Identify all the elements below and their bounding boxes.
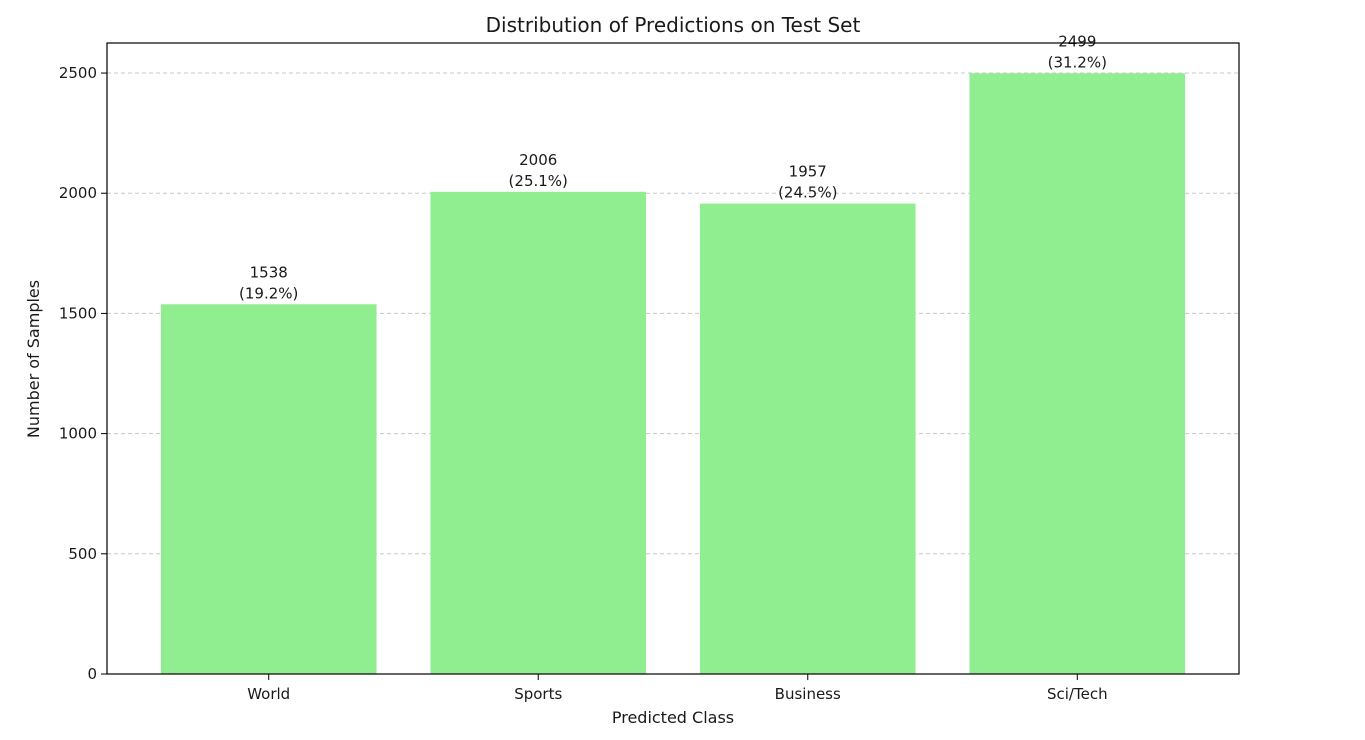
data-labels: 1538 (19.2%) 2006 (25.1%) 1957 (24.5%) 2499 (31… [239, 32, 1107, 302]
bar-business [699, 203, 916, 675]
data-label: 2499 (31.2%) [1048, 32, 1107, 71]
data-label-line: (24.5%) [778, 184, 837, 202]
bar-sci-tech [969, 73, 1186, 674]
bars [160, 73, 1186, 675]
y-tick-label: 0 [87, 665, 97, 683]
data-label: 1538 (19.2%) [239, 263, 298, 302]
x-tick-label: Business [775, 685, 841, 703]
data-label-line: (31.2%) [1048, 53, 1107, 71]
y-tick-label: 500 [68, 545, 97, 563]
bar-sports [430, 191, 647, 674]
bar-world [160, 304, 377, 674]
data-label-line: 2006 [519, 151, 557, 169]
plot-frame [106, 42, 1240, 675]
chart-title: Distribution of Predictions on Test Set [486, 13, 861, 37]
y-axis-label: Number of Samples [24, 280, 43, 438]
data-label-line: (25.1%) [509, 172, 568, 190]
y-tick-label: 2500 [59, 64, 97, 82]
x-axis-label: Predicted Class [612, 708, 734, 727]
data-label-line: 2499 [1058, 32, 1096, 50]
x-tick-label: Sci/Tech [1047, 685, 1108, 703]
y-tick-label: 1500 [59, 304, 97, 322]
axes: 0 500 1000 1500 2000 2500 World Sports Business S… [59, 42, 1240, 703]
data-label-line: (19.2%) [239, 284, 298, 302]
y-tick-label: 2000 [59, 184, 97, 202]
y-tick-label: 1000 [59, 425, 97, 443]
data-label: 1957 (24.5%) [778, 163, 837, 202]
data-label-line: 1538 [250, 263, 288, 281]
data-label: 2006 (25.1%) [509, 151, 568, 190]
data-label-line: 1957 [789, 163, 827, 181]
x-tick-label: Sports [514, 685, 562, 703]
x-tick-label: World [247, 685, 290, 703]
